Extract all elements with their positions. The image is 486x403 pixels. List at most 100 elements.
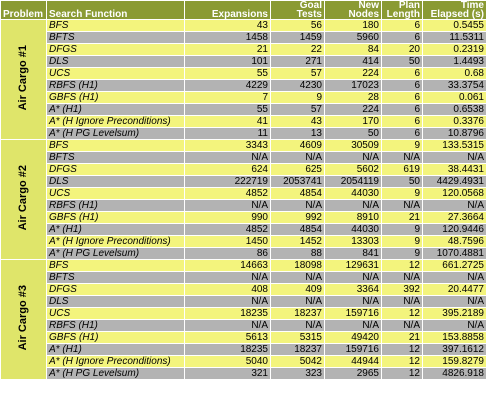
table-row: Air Cargo #3 BFS 14663 18098 129631 12 661.272…	[0, 259, 486, 380]
cell-time-elapsed: 48.7596	[422, 235, 486, 248]
cell-expansions: 86	[184, 247, 271, 260]
cell-goal-tests: 323	[270, 367, 325, 380]
cell-time-elapsed: 397.1612	[422, 343, 486, 356]
cell-expansions: 101	[184, 55, 271, 68]
cell-expansions: N/A	[184, 319, 271, 332]
table-row: UCS 55 57 224 6 0.68	[1, 67, 486, 80]
cell-plan-length: 12	[381, 259, 423, 272]
cell-expansions: 55	[184, 67, 271, 80]
cell-time-elapsed: 0.6538	[422, 103, 486, 116]
header-problem: Problem	[0, 0, 47, 20]
cell-goal-tests: N/A	[270, 199, 325, 212]
cell-time-elapsed: N/A	[422, 199, 486, 212]
cell-plan-length: 9	[381, 223, 423, 236]
table-row: DFGS 21 22 84 20 0.2319	[1, 43, 486, 56]
cell-expansions: 21	[184, 43, 271, 56]
cell-new-nodes: 5602	[324, 163, 382, 176]
cell-time-elapsed: N/A	[422, 319, 486, 332]
table-row: DLS 222719 2053741 2054119 50 4429.4931	[1, 175, 486, 188]
table-row: UCS 4852 4854 44030 9 120.0568	[1, 187, 486, 200]
cell-expansions: N/A	[184, 151, 271, 164]
cell-time-elapsed: 27.3664	[422, 211, 486, 224]
cell-goal-tests: 4854	[270, 187, 325, 200]
cell-function: UCS	[46, 307, 185, 320]
cell-expansions: 11	[184, 127, 271, 140]
cell-function: BFTS	[46, 151, 185, 164]
cell-plan-length: N/A	[381, 151, 423, 164]
table-row: A* (H1) 55 57 224 6 0.6538	[1, 103, 486, 116]
cell-time-elapsed: 1.4493	[422, 55, 486, 68]
cell-new-nodes: 44944	[324, 355, 382, 368]
header-new-nodes: New Nodes	[324, 0, 382, 20]
cell-time-elapsed: 0.2319	[422, 43, 486, 56]
cell-goal-tests: 88	[270, 247, 325, 260]
cell-time-elapsed: 33.3754	[422, 79, 486, 92]
cell-expansions: 222719	[184, 175, 271, 188]
cell-plan-length: N/A	[381, 199, 423, 212]
table-row: DLS 101 271 414 50 1.4493	[1, 55, 486, 68]
cell-plan-length: 6	[381, 79, 423, 92]
cell-function: A* (H Ignore Preconditions)	[46, 235, 185, 248]
cell-expansions: 1458	[184, 31, 271, 44]
cell-plan-length: 6	[381, 31, 423, 44]
table-row: A* (H1) 4852 4854 44030 9 120.9446	[1, 223, 486, 236]
cell-expansions: 5040	[184, 355, 271, 368]
cell-new-nodes: 28	[324, 91, 382, 104]
cell-new-nodes: 49420	[324, 331, 382, 344]
cell-goal-tests: 1452	[270, 235, 325, 248]
cell-plan-length: 12	[381, 355, 423, 368]
cell-expansions: 18235	[184, 343, 271, 356]
cell-goal-tests: 18098	[270, 259, 325, 272]
table-row: A* (H PG Levelsum) 11 13 50 6 10.8796	[1, 127, 486, 140]
cell-new-nodes: 224	[324, 103, 382, 116]
cell-time-elapsed: 4826.918	[422, 367, 486, 380]
cell-function: A* (H PG Levelsum)	[46, 247, 185, 260]
cell-goal-tests: 9	[270, 91, 325, 104]
problem-label: Air Cargo #3	[17, 285, 29, 351]
cell-goal-tests: 409	[270, 283, 325, 296]
cell-time-elapsed: 120.9446	[422, 223, 486, 236]
cell-new-nodes: 159716	[324, 343, 382, 356]
cell-time-elapsed: 395.2189	[422, 307, 486, 320]
cell-goal-tests: 18237	[270, 343, 325, 356]
cell-plan-length: N/A	[381, 271, 423, 284]
problem-label: Air Cargo #1	[17, 45, 29, 111]
cell-function: UCS	[46, 67, 185, 80]
cell-new-nodes: 30509	[324, 139, 382, 152]
results-table: Problem Search Function Expansions Goal …	[0, 0, 486, 380]
cell-goal-tests: 43	[270, 115, 325, 128]
cell-function: RBFS (H1)	[46, 199, 185, 212]
cell-time-elapsed: 661.2725	[422, 259, 486, 272]
problem-label-cell: Air Cargo #1	[0, 19, 47, 140]
cell-goal-tests: 5315	[270, 331, 325, 344]
table-row: A* (H PG Levelsum) 86 88 841 9 1070.4881	[1, 247, 486, 260]
cell-plan-length: 9	[381, 247, 423, 260]
cell-plan-length: N/A	[381, 295, 423, 308]
cell-plan-length: 12	[381, 307, 423, 320]
cell-new-nodes: 8910	[324, 211, 382, 224]
cell-expansions: 14663	[184, 259, 271, 272]
cell-time-elapsed: 120.0568	[422, 187, 486, 200]
cell-function: BFTS	[46, 271, 185, 284]
table-row: A* (H1) 18235 18237 159716 12 397.1612	[1, 343, 486, 356]
cell-time-elapsed: 153.8858	[422, 331, 486, 344]
problem-label: Air Cargo #2	[17, 165, 29, 231]
cell-goal-tests: 992	[270, 211, 325, 224]
cell-expansions: 18235	[184, 307, 271, 320]
header-expansions: Expansions	[184, 0, 271, 20]
cell-plan-length: 619	[381, 163, 423, 176]
table-row: BFTS N/A N/A N/A N/A N/A	[1, 151, 486, 164]
header-goal-tests: Goal Tests	[270, 0, 325, 20]
cell-plan-length: 12	[381, 343, 423, 356]
cell-new-nodes: 17023	[324, 79, 382, 92]
cell-function: A* (H PG Levelsum)	[46, 127, 185, 140]
cell-plan-length: 6	[381, 103, 423, 116]
cell-time-elapsed: 38.4431	[422, 163, 486, 176]
cell-goal-tests: N/A	[270, 151, 325, 164]
cell-new-nodes: 3364	[324, 283, 382, 296]
cell-goal-tests: 1459	[270, 31, 325, 44]
cell-time-elapsed: 1070.4881	[422, 247, 486, 260]
cell-function: A* (H1)	[46, 223, 185, 236]
cell-plan-length: 6	[381, 67, 423, 80]
cell-time-elapsed: 10.8796	[422, 127, 486, 140]
